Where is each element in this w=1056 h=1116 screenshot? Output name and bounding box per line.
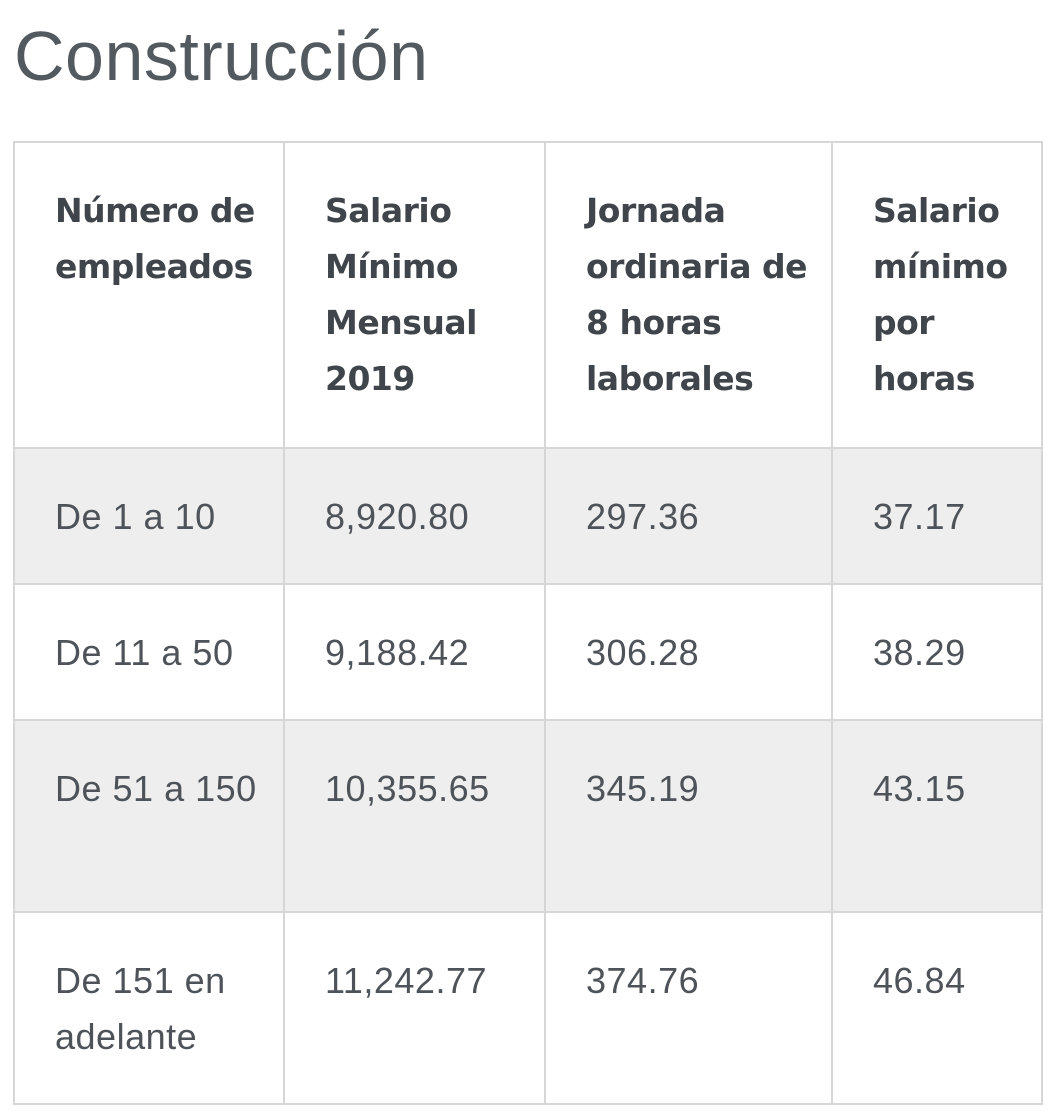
cell-monthly-wage: 11,242.77 [283,911,546,1105]
cell-monthly-wage: 10,355.65 [283,719,546,913]
cell-hourly-wage: 38.29 [831,583,1043,721]
table-header-row: Número de empleados Salario Mínimo Mensu… [13,141,1043,449]
header-daily-wage: Jornada ordinaria de 8 horas laborales [544,141,833,449]
header-monthly-wage: Salario Mínimo Mensual 2019 [283,141,546,449]
cell-employees: De 51 a 150 [13,719,285,913]
cell-hourly-wage: 43.15 [831,719,1043,913]
cell-hourly-wage: 46.84 [831,911,1043,1105]
cell-daily-wage: 306.28 [544,583,833,721]
cell-daily-wage: 374.76 [544,911,833,1105]
cell-hourly-wage: 37.17 [831,447,1043,585]
cell-monthly-wage: 8,920.80 [283,447,546,585]
table-row: De 51 a 150 10,355.65 345.19 43.15 [13,719,1043,913]
table-row: De 11 a 50 9,188.42 306.28 38.29 [13,583,1043,721]
cell-employees: De 151 en adelante [13,911,285,1105]
table-row: De 151 en adelante 11,242.77 374.76 46.8… [13,911,1043,1105]
cell-employees: De 11 a 50 [13,583,285,721]
header-employees: Número de empleados [13,141,285,449]
page-title: Construcción [14,17,429,95]
cell-daily-wage: 345.19 [544,719,833,913]
cell-daily-wage: 297.36 [544,447,833,585]
minimum-wage-table: Número de empleados Salario Mínimo Mensu… [13,141,1043,1105]
table-row: De 1 a 10 8,920.80 297.36 37.17 [13,447,1043,585]
cell-monthly-wage: 9,188.42 [283,583,546,721]
cell-employees: De 1 a 10 [13,447,285,585]
header-hourly-wage: Salario mínimo por horas [831,141,1043,449]
